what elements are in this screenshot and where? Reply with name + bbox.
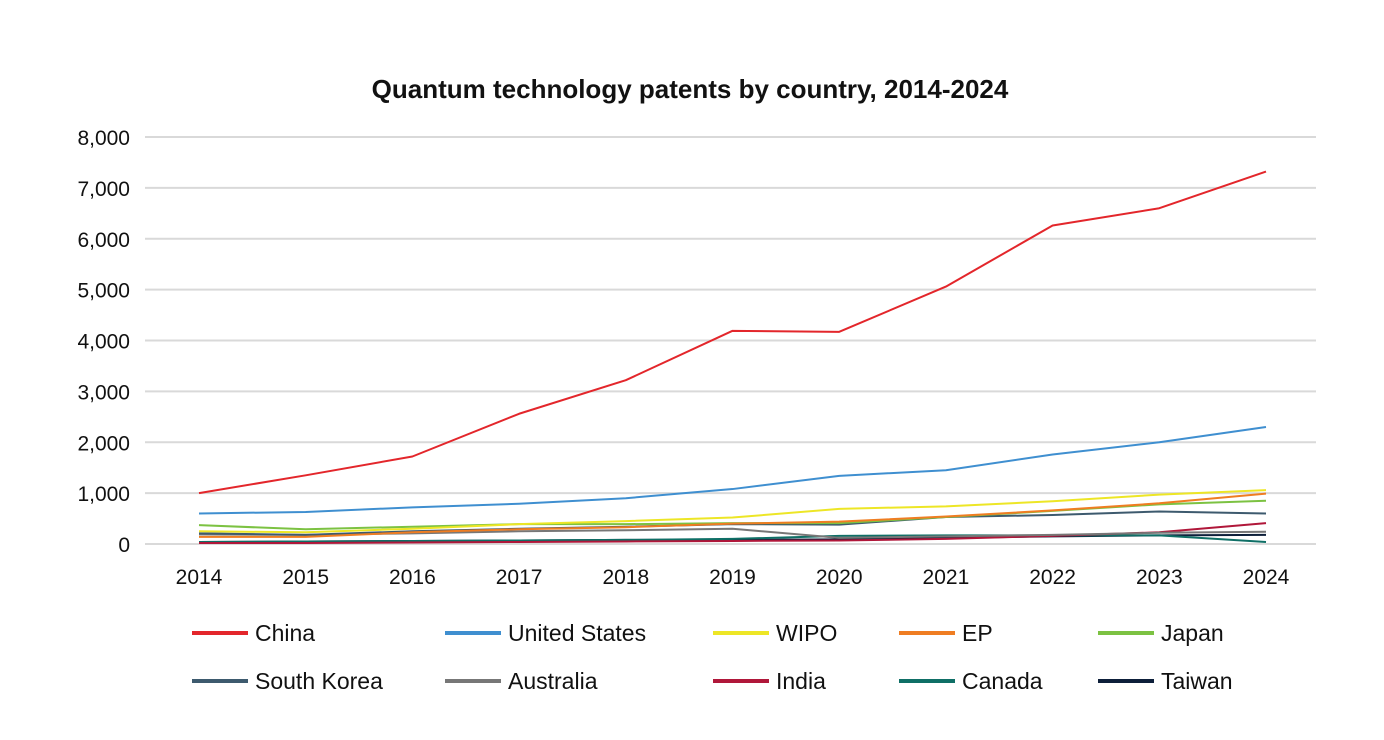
x-tick-label: 2023 [1136,566,1183,589]
series-line-china [198,170,1267,495]
x-tick-label: 2019 [709,566,756,589]
legend-item: EP [899,620,993,646]
x-tick-label: 2016 [389,566,436,589]
chart-title: Quantum technology patents by country, 2… [372,74,1009,104]
legend-item: South Korea [192,668,383,694]
legend-item: WIPO [713,620,837,646]
x-tick-label: 2017 [496,566,543,589]
y-tick-label: 1,000 [77,483,130,506]
legend-item: Japan [1098,620,1224,646]
x-tick-label: 2021 [923,566,970,589]
x-tick-label: 2015 [282,566,329,589]
y-tick-label: 5,000 [77,280,130,303]
legend-item: Canada [899,668,1043,694]
series-line-united-states [198,425,1267,515]
y-tick-label: 2,000 [77,432,130,455]
legend-item: Taiwan [1098,668,1233,694]
y-tick-label: 4,000 [77,331,130,354]
legend-label: United States [508,620,646,646]
legend-label: South Korea [255,668,383,694]
y-tick-label: 0 [118,534,130,557]
x-tick-label: 2020 [816,566,863,589]
y-tick-label: 8,000 [77,127,130,150]
legend-label: Australia [508,668,598,694]
legend-item: United States [445,620,646,646]
x-tick-label: 2024 [1243,566,1290,589]
legend-item: India [713,668,826,694]
legend-label: EP [962,620,993,646]
x-tick-label: 2022 [1029,566,1076,589]
legend-label: WIPO [776,620,837,646]
y-tick-label: 6,000 [77,229,130,252]
legend-item: Australia [445,668,598,694]
legend-label: India [776,668,826,694]
y-tick-label: 7,000 [77,178,130,201]
legend-item: China [192,620,315,646]
legend-label: Japan [1161,620,1224,646]
x-tick-label: 2018 [602,566,649,589]
x-tick-label: 2014 [176,566,223,589]
legend-label: Canada [962,668,1043,694]
series-line-ep [199,492,1267,538]
y-tick-label: 3,000 [77,381,130,404]
series-line-wipo [198,489,1267,534]
legend-label: China [255,620,315,646]
legend-label: Taiwan [1161,668,1233,694]
